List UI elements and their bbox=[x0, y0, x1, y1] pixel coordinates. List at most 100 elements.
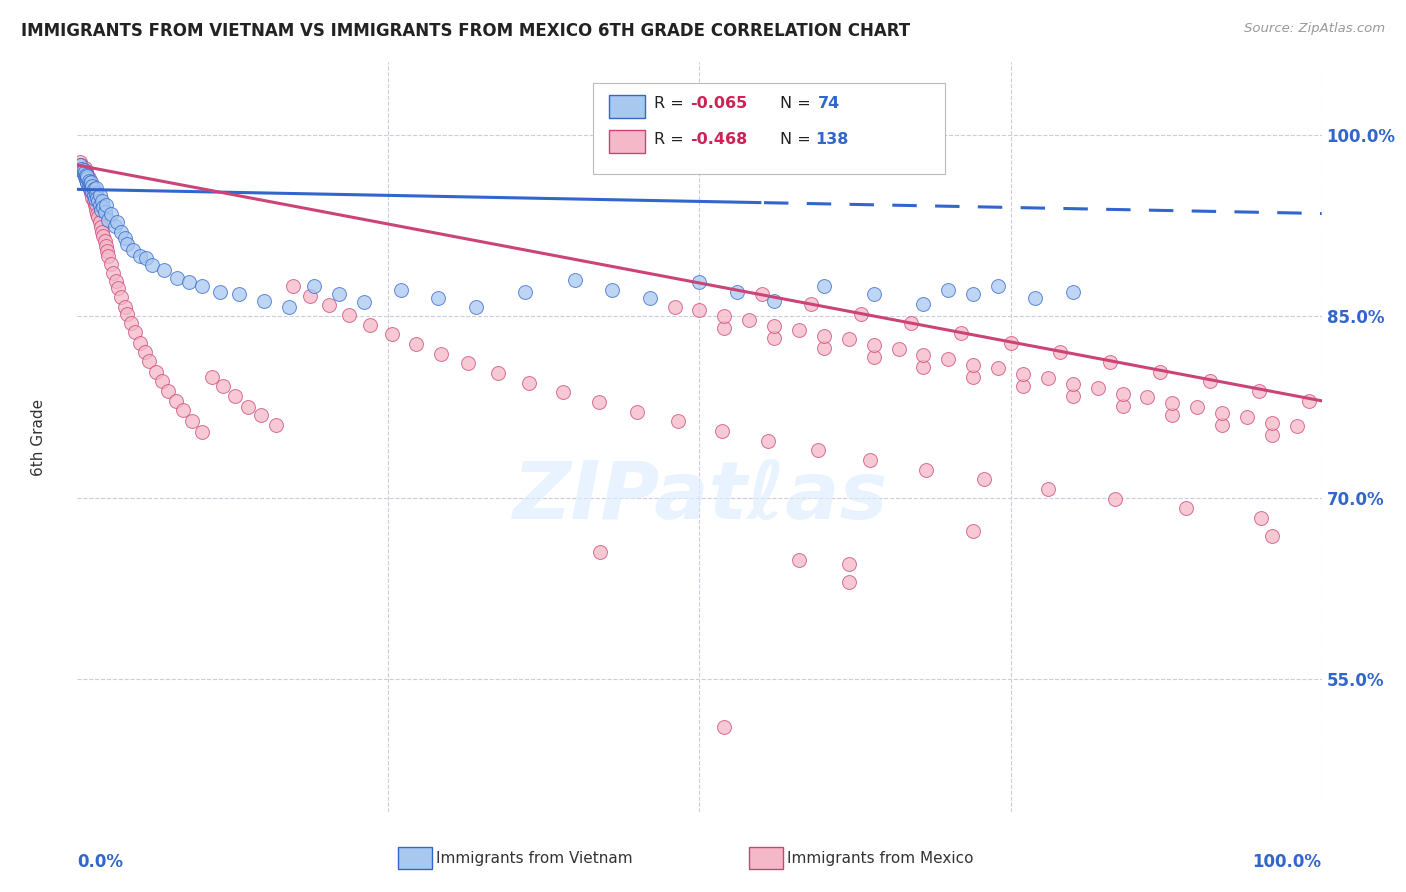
Point bbox=[97, 212, 120, 227]
Point bbox=[73, 170, 96, 185]
Point bbox=[464, 300, 486, 314]
Point bbox=[90, 219, 112, 234]
Point bbox=[1250, 511, 1272, 525]
Point bbox=[751, 287, 773, 301]
Point bbox=[1285, 419, 1308, 434]
Point bbox=[517, 376, 540, 390]
Point bbox=[457, 356, 479, 370]
Point bbox=[253, 293, 276, 308]
Point bbox=[389, 283, 412, 297]
Text: -0.468: -0.468 bbox=[690, 132, 748, 147]
Point bbox=[915, 463, 938, 477]
Point bbox=[73, 168, 96, 182]
Point bbox=[93, 235, 115, 249]
Point bbox=[80, 180, 103, 194]
Point bbox=[73, 161, 96, 175]
Point bbox=[1161, 409, 1184, 423]
Point bbox=[589, 545, 612, 559]
Point bbox=[100, 257, 122, 271]
Point bbox=[191, 425, 214, 440]
Point bbox=[120, 317, 142, 331]
Point bbox=[859, 453, 882, 467]
Point bbox=[281, 279, 304, 293]
Point bbox=[1198, 375, 1220, 389]
Point bbox=[86, 191, 108, 205]
Point bbox=[83, 182, 105, 196]
Point bbox=[381, 327, 404, 342]
Point bbox=[91, 194, 114, 209]
Point bbox=[900, 317, 922, 331]
Point bbox=[689, 276, 711, 290]
Point bbox=[962, 369, 984, 384]
Point bbox=[936, 283, 959, 297]
Point bbox=[763, 318, 786, 333]
Point bbox=[987, 361, 1010, 376]
Point bbox=[70, 158, 93, 172]
Point bbox=[80, 186, 103, 200]
Point bbox=[1111, 386, 1133, 401]
Point bbox=[277, 300, 299, 314]
Text: Immigrants from Vietnam: Immigrants from Vietnam bbox=[436, 852, 633, 866]
Point bbox=[710, 424, 733, 438]
Point bbox=[236, 400, 259, 414]
Point bbox=[86, 206, 108, 220]
Point bbox=[90, 202, 112, 217]
Point bbox=[353, 294, 375, 309]
Point bbox=[1049, 345, 1071, 359]
Point bbox=[73, 165, 96, 179]
Point bbox=[1000, 335, 1022, 350]
Point bbox=[302, 279, 325, 293]
Point bbox=[689, 303, 711, 318]
Point bbox=[962, 524, 984, 539]
Point bbox=[145, 365, 167, 379]
Point bbox=[713, 310, 735, 324]
Point bbox=[713, 720, 735, 734]
Text: 74: 74 bbox=[818, 96, 841, 112]
Point bbox=[100, 206, 122, 220]
Point bbox=[115, 236, 138, 251]
Point bbox=[76, 169, 98, 183]
Point bbox=[76, 171, 98, 186]
Point bbox=[429, 347, 451, 361]
Point bbox=[862, 338, 884, 352]
Point bbox=[250, 409, 273, 423]
Point bbox=[89, 198, 111, 212]
Point bbox=[763, 331, 786, 345]
Point bbox=[165, 393, 187, 408]
Point bbox=[72, 163, 94, 178]
Point bbox=[75, 172, 97, 186]
Point bbox=[1249, 384, 1271, 399]
Point bbox=[813, 341, 835, 355]
Point bbox=[141, 259, 163, 273]
Point bbox=[94, 198, 117, 212]
Point bbox=[115, 307, 138, 321]
Point bbox=[337, 308, 360, 322]
Point bbox=[104, 274, 127, 288]
Point bbox=[1261, 416, 1284, 430]
Text: R =: R = bbox=[654, 96, 689, 112]
Point bbox=[1161, 396, 1184, 410]
Point bbox=[75, 171, 97, 186]
Point bbox=[912, 348, 935, 362]
Point bbox=[1036, 371, 1059, 385]
Point bbox=[949, 326, 972, 340]
Point bbox=[638, 291, 661, 305]
Point bbox=[153, 263, 176, 277]
Point bbox=[72, 161, 94, 176]
Point bbox=[77, 178, 100, 193]
Point bbox=[84, 181, 107, 195]
Point bbox=[72, 164, 94, 178]
Point bbox=[1099, 355, 1122, 369]
Point bbox=[93, 205, 115, 219]
Point bbox=[666, 414, 689, 428]
Point bbox=[128, 335, 150, 350]
Point bbox=[987, 279, 1010, 293]
Point bbox=[1298, 393, 1320, 408]
Point bbox=[103, 266, 125, 280]
Point bbox=[1236, 409, 1258, 424]
Text: IMMIGRANTS FROM VIETNAM VS IMMIGRANTS FROM MEXICO 6TH GRADE CORRELATION CHART: IMMIGRANTS FROM VIETNAM VS IMMIGRANTS FR… bbox=[21, 22, 910, 40]
Point bbox=[266, 417, 288, 432]
Point bbox=[96, 244, 118, 258]
Point bbox=[1211, 406, 1233, 420]
Point bbox=[70, 161, 93, 176]
